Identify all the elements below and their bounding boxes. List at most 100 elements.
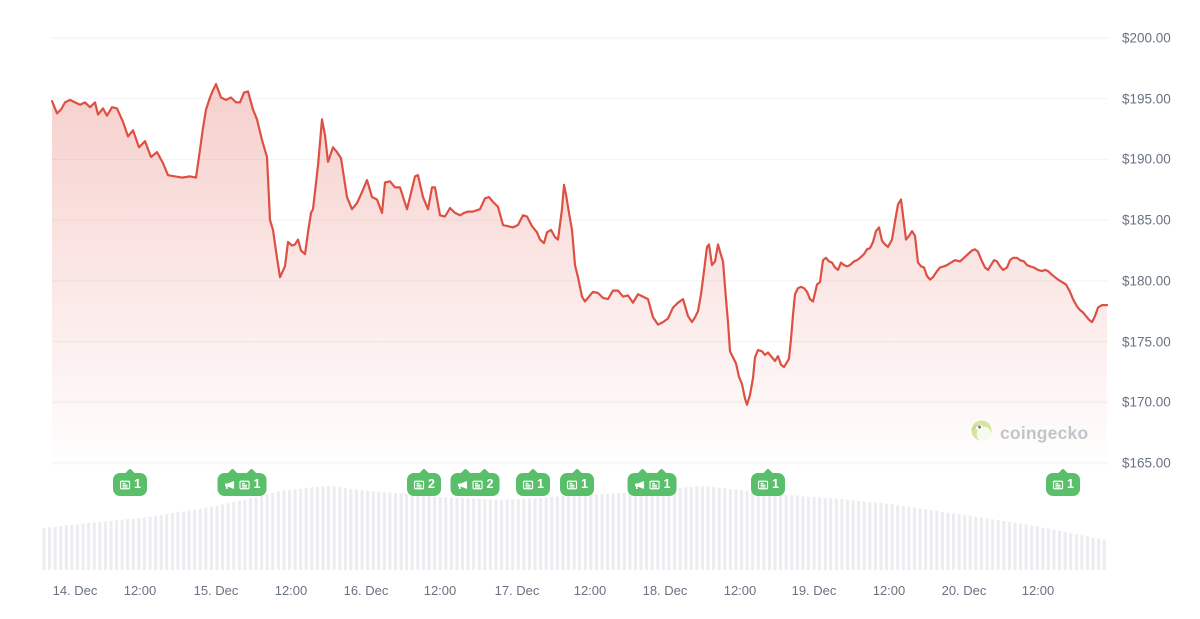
volume-bar [483, 499, 487, 570]
volume-bar [790, 495, 794, 570]
volume-bar [293, 489, 297, 570]
news-event-badge[interactable]: 1 [627, 473, 677, 496]
volume-bar [645, 491, 649, 570]
x-axis-tick-label: 12:00 [123, 583, 157, 598]
y-axis-tick-label: $190.00 [1122, 151, 1171, 167]
news-icon [522, 479, 534, 491]
volume-bar [633, 492, 637, 570]
volume-bar [327, 486, 331, 570]
news-event-badge[interactable]: 1 [560, 473, 594, 496]
volume-bar [455, 497, 459, 570]
volume-bar [511, 499, 515, 570]
volume-bar [1052, 529, 1056, 570]
y-axis-tick-label: $175.00 [1122, 334, 1171, 350]
volume-bar [767, 492, 771, 570]
volume-bar [299, 488, 303, 570]
volume-bar [695, 486, 699, 570]
volume-bar [527, 498, 531, 570]
volume-bar [137, 518, 141, 570]
volume-bar [399, 493, 403, 570]
volume-bar [371, 491, 375, 570]
news-event-badge[interactable]: 2 [450, 473, 500, 496]
volume-bar [940, 511, 944, 570]
announcement-icon [634, 479, 646, 491]
volume-bar [1097, 538, 1101, 570]
volume-bar [924, 509, 928, 570]
volume-bar [567, 495, 571, 570]
volume-bar [1013, 522, 1017, 570]
news-icon [119, 479, 131, 491]
volume-bar [516, 499, 520, 570]
x-axis-tick-label: 12:00 [274, 583, 308, 598]
volume-bar [700, 486, 704, 570]
volume-bar [907, 506, 911, 570]
volume-bar [583, 494, 587, 570]
volume-bar [282, 490, 286, 570]
volume-bar [505, 499, 509, 570]
volume-bar [103, 521, 107, 570]
volume-bar [1085, 536, 1089, 570]
x-axis-tick-label: 15. Dec [193, 583, 239, 598]
news-event-badge[interactable]: 2 [407, 473, 441, 496]
volume-bar [377, 491, 381, 570]
volume-bar [354, 489, 358, 570]
volume-bar [182, 511, 186, 570]
news-event-badge[interactable]: 1 [113, 473, 147, 496]
volume-bar [254, 497, 258, 570]
y-axis-tick-label: $195.00 [1122, 91, 1171, 107]
volume-bar [773, 493, 777, 570]
volume-bar [946, 512, 950, 570]
volume-bar [795, 495, 799, 570]
volume-bar [522, 498, 526, 570]
volume-bar [868, 502, 872, 570]
volume-bar [115, 520, 119, 570]
volume-bar [834, 498, 838, 570]
volume-bar [712, 486, 716, 570]
volume-bar [265, 494, 269, 570]
news-event-badge[interactable]: 1 [751, 473, 785, 496]
volume-bar [823, 497, 827, 570]
news-event-badge[interactable]: 1 [516, 473, 550, 496]
y-axis-tick-label: $200.00 [1122, 30, 1171, 46]
volume-bar [427, 495, 431, 570]
volume-bar [550, 496, 554, 570]
news-event-count: 1 [537, 477, 544, 492]
volume-bar [315, 486, 319, 570]
volume-bar [728, 489, 732, 570]
volume-bar [494, 499, 498, 570]
y-axis-tick-label: $180.00 [1122, 273, 1171, 289]
volume-bar [862, 501, 866, 570]
x-axis-tick-label: 12:00 [1021, 583, 1055, 598]
volume-bar [873, 502, 877, 570]
volume-bar [812, 497, 816, 570]
news-icon [757, 479, 769, 491]
volume-bar [734, 489, 738, 570]
volume-bar [539, 497, 543, 570]
coingecko-gecko-icon [970, 419, 993, 447]
volume-bar [963, 515, 967, 570]
volume-bar [75, 524, 79, 570]
volume-bar [762, 492, 766, 570]
volume-bar [81, 523, 85, 570]
volume-bar [606, 493, 610, 570]
volume-bar [148, 516, 152, 570]
volume-bar [472, 498, 476, 570]
news-event-badge[interactable]: 1 [1046, 473, 1080, 496]
volume-bar [974, 516, 978, 570]
volume-bar [544, 497, 548, 570]
volume-bar [935, 511, 939, 570]
news-event-count: 1 [581, 477, 588, 492]
volume-bar [857, 500, 861, 570]
volume-bar [466, 498, 470, 570]
news-event-count: 2 [486, 477, 494, 492]
x-axis-tick-label: 12:00 [723, 583, 757, 598]
price-area [52, 84, 1107, 472]
news-event-count: 1 [663, 477, 671, 492]
volume-bar [533, 498, 537, 570]
volume-bar [488, 499, 492, 570]
volume-bar [890, 504, 894, 570]
news-event-badge[interactable]: 1 [217, 473, 267, 496]
volume-bar [929, 510, 933, 570]
